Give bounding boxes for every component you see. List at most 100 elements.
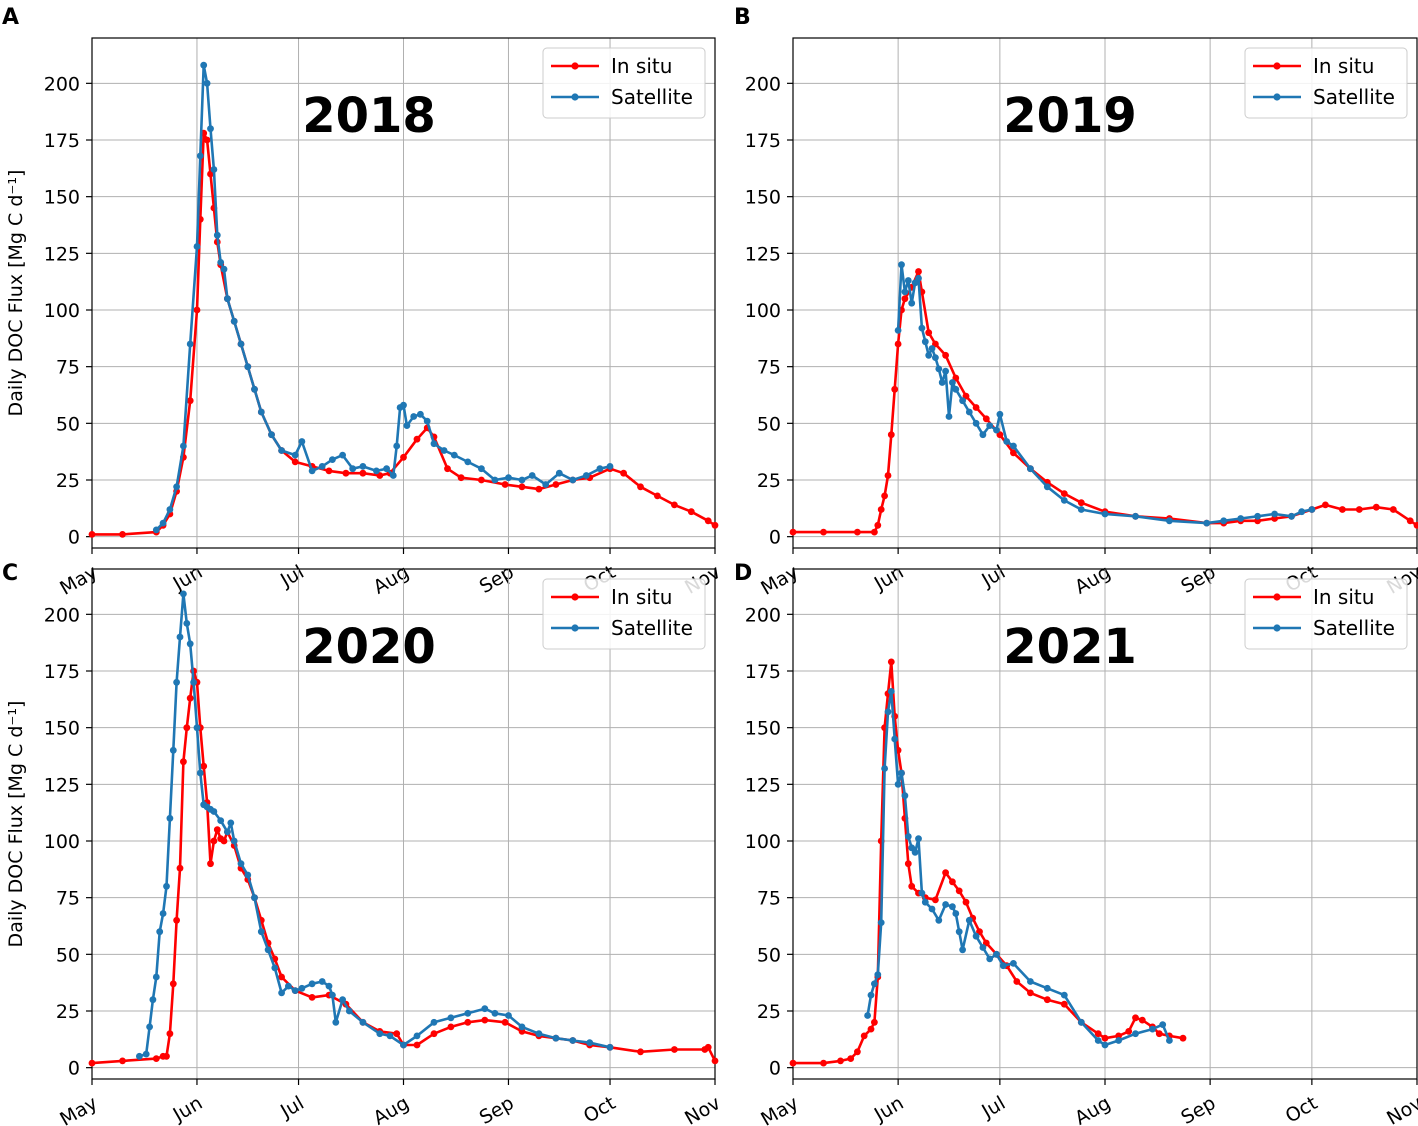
satellite-point	[237, 860, 245, 868]
y-tick-label: 150	[745, 718, 781, 740]
in-situ-point	[1138, 1016, 1146, 1024]
satellite-point	[227, 819, 235, 827]
satellite-point	[464, 458, 472, 466]
satellite-point	[203, 79, 211, 87]
x-tick-label: Jul	[977, 1092, 1009, 1123]
in-situ-point	[1179, 1034, 1187, 1042]
in-situ-point	[671, 1046, 678, 1053]
satellite-point	[979, 944, 987, 951]
satellite-point	[163, 882, 170, 890]
y-tick-label: 25	[56, 470, 80, 492]
in-situ-point	[163, 1052, 170, 1060]
satellite-point	[606, 1043, 614, 1051]
in-situ-point	[1010, 449, 1017, 457]
y-tick-label: 50	[56, 413, 80, 435]
in-situ-point	[1125, 1028, 1133, 1035]
satellite-point	[440, 447, 448, 454]
y-tick-label: 25	[56, 1001, 80, 1023]
satellite-point	[952, 910, 960, 917]
satellite-point	[921, 338, 929, 346]
in-situ-point	[210, 837, 218, 845]
satellite-point	[955, 928, 963, 936]
satellite-point	[196, 152, 204, 160]
satellite-point	[915, 835, 922, 843]
satellite-point	[1010, 442, 1017, 450]
satellite-point	[186, 640, 194, 648]
legend-marker-in-situ	[1273, 593, 1281, 601]
satellite-point	[447, 1014, 455, 1022]
satellite-point	[1094, 1037, 1102, 1044]
satellite-point	[505, 474, 512, 482]
satellite-point	[505, 1012, 512, 1019]
in-situ-series-line	[793, 660, 1184, 1065]
x-tick-label: Aug	[370, 1092, 413, 1126]
x-tick-label: Aug	[1071, 1092, 1114, 1126]
satellite-point	[400, 401, 407, 409]
legend-label-in-situ: In situ	[1313, 585, 1374, 609]
satellite-point	[136, 1052, 143, 1060]
panel-letter-a: A	[2, 5, 19, 30]
in-situ-point	[166, 1030, 174, 1038]
y-tick-label: 75	[757, 357, 781, 379]
satellite-point	[938, 379, 946, 386]
in-situ-point	[193, 306, 201, 314]
in-situ-point	[637, 1048, 644, 1056]
satellite-point	[1010, 960, 1017, 967]
in-situ-point	[820, 528, 827, 536]
in-situ-point	[942, 869, 949, 877]
satellite-point	[271, 964, 279, 972]
x-tick-label: Sep	[1177, 1092, 1219, 1126]
x-tick-label: Jun	[870, 1092, 908, 1126]
satellite-point	[891, 735, 899, 743]
satellite-point	[901, 792, 909, 800]
panel-a: A 0255075100125150175200MayJunJulAugSepO…	[2, 5, 724, 600]
legend-marker-satellite	[571, 93, 579, 101]
satellite-point	[403, 422, 411, 429]
satellite-point	[244, 363, 252, 371]
in-situ-point	[119, 1057, 126, 1065]
y-tick-label: 150	[44, 187, 80, 209]
y-tick-label: 0	[68, 527, 80, 549]
y-tick-label: 25	[757, 470, 781, 492]
satellite-point	[945, 413, 953, 420]
satellite-point	[410, 413, 418, 420]
y-tick-label: 0	[68, 1058, 80, 1080]
satellite-point	[877, 919, 885, 926]
y-tick-label: 175	[745, 661, 781, 683]
in-situ-point	[176, 864, 184, 872]
in-situ-point	[884, 472, 892, 479]
in-situ-point	[413, 1041, 421, 1049]
satellite-point	[518, 476, 526, 484]
satellite-point	[450, 451, 458, 459]
in-situ-point	[908, 882, 916, 890]
in-situ-point	[1372, 503, 1380, 511]
y-tick-label: 200	[44, 604, 80, 626]
satellite-point	[918, 324, 926, 332]
y-tick-label: 200	[745, 73, 781, 95]
satellite-point	[257, 408, 265, 416]
x-tick-label: Nov	[1383, 1092, 1418, 1126]
in-situ-point	[291, 458, 299, 466]
in-situ-point	[325, 467, 333, 475]
y-tick-label: 100	[745, 300, 781, 322]
satellite-point	[230, 317, 238, 325]
in-situ-point	[220, 837, 228, 845]
in-situ-point	[972, 404, 980, 411]
satellite-point	[298, 438, 306, 445]
satellite-point	[874, 971, 882, 979]
satellite-point	[569, 476, 577, 484]
in-situ-point	[1406, 517, 1414, 525]
satellite-point	[400, 1041, 407, 1049]
in-situ-point	[518, 483, 526, 491]
satellite-point	[217, 259, 225, 266]
satellite-point	[528, 472, 536, 479]
in-situ-point	[955, 887, 963, 895]
in-situ-point	[1355, 506, 1363, 513]
y-tick-label: 125	[44, 774, 80, 796]
satellite-point	[949, 379, 956, 386]
satellite-point	[881, 765, 888, 772]
in-situ-point	[982, 415, 990, 423]
legend-label-in-situ: In situ	[611, 54, 672, 78]
y-axis-label: Daily DOC Flux [Mg C d⁻¹]	[5, 701, 27, 948]
